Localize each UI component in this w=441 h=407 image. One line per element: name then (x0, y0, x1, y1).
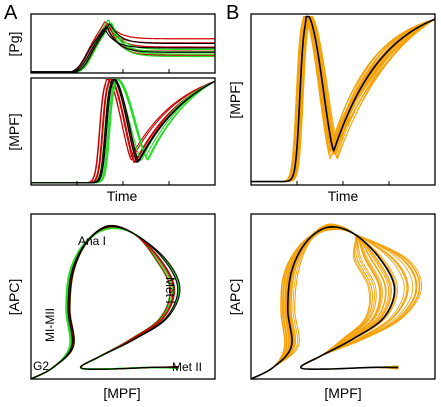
annotation-met-ii: Met II (172, 360, 202, 374)
series-line-orange (250, 223, 417, 380)
annotation-mi-mii: MI-MII (43, 308, 57, 342)
series-line-orange (250, 227, 399, 380)
x-axis-label: [MPF] (103, 385, 140, 401)
panel-a-pg-chart: [Pg] (6, 13, 216, 74)
y-axis-label: [Pg] (6, 32, 22, 57)
annotation-g2: G2 (33, 359, 49, 373)
x-axis-label: [MPF] (324, 385, 361, 401)
series-group-b-mpf (251, 15, 436, 183)
panel-b-mpf-chart: [MPF] Time (227, 13, 436, 204)
series-group-a-pg (31, 19, 215, 73)
series-line-red (30, 224, 179, 380)
series-line-red (31, 25, 215, 73)
panel-b-phase-chart: [APC] [MPF] (227, 213, 436, 401)
series-line-orange (250, 227, 399, 380)
series-line-red (30, 225, 179, 380)
panel-label-b: B (226, 2, 239, 24)
annotation-ana-i: Ana I (78, 234, 106, 248)
y-axis-label: [APC] (227, 279, 243, 316)
y-axis-label: [MPF] (227, 81, 243, 118)
panel-label-a: A (4, 2, 18, 24)
series-group-a-mpf (31, 78, 216, 184)
y-axis-label: [APC] (6, 279, 22, 316)
tick-group (76, 69, 170, 73)
series-line-orange (250, 226, 399, 380)
plot-frame (30, 213, 216, 380)
series-line-black (250, 226, 399, 380)
tick-group (76, 181, 170, 185)
x-axis-label: Time (107, 188, 138, 204)
series-line-red (31, 79, 216, 184)
series-line-black (30, 225, 179, 380)
series-group-a-phase (30, 224, 181, 380)
series-line-red (30, 225, 179, 380)
series-line-orange (250, 227, 399, 380)
series-line-black (30, 225, 181, 380)
tick-group (296, 181, 390, 185)
panel-a-mpf-chart: [MPF] Time (6, 77, 216, 204)
series-line-orange (250, 225, 408, 380)
annotation-met-i: Met I (163, 277, 177, 304)
x-axis-label: Time (328, 188, 359, 204)
series-line-orange (251, 16, 436, 183)
series-line-black (251, 15, 436, 183)
series-line-black (31, 23, 215, 73)
series-group-b-phase (250, 223, 423, 380)
series-line-orange (250, 227, 399, 380)
series-line-orange (250, 225, 423, 380)
panel-a-phase-chart: [APC] [MPF] Ana I Met I MI-MII G2 Met II (6, 213, 216, 401)
series-line-black (31, 78, 216, 184)
plot-frame (250, 213, 436, 380)
y-axis-label: [MPF] (6, 113, 22, 150)
